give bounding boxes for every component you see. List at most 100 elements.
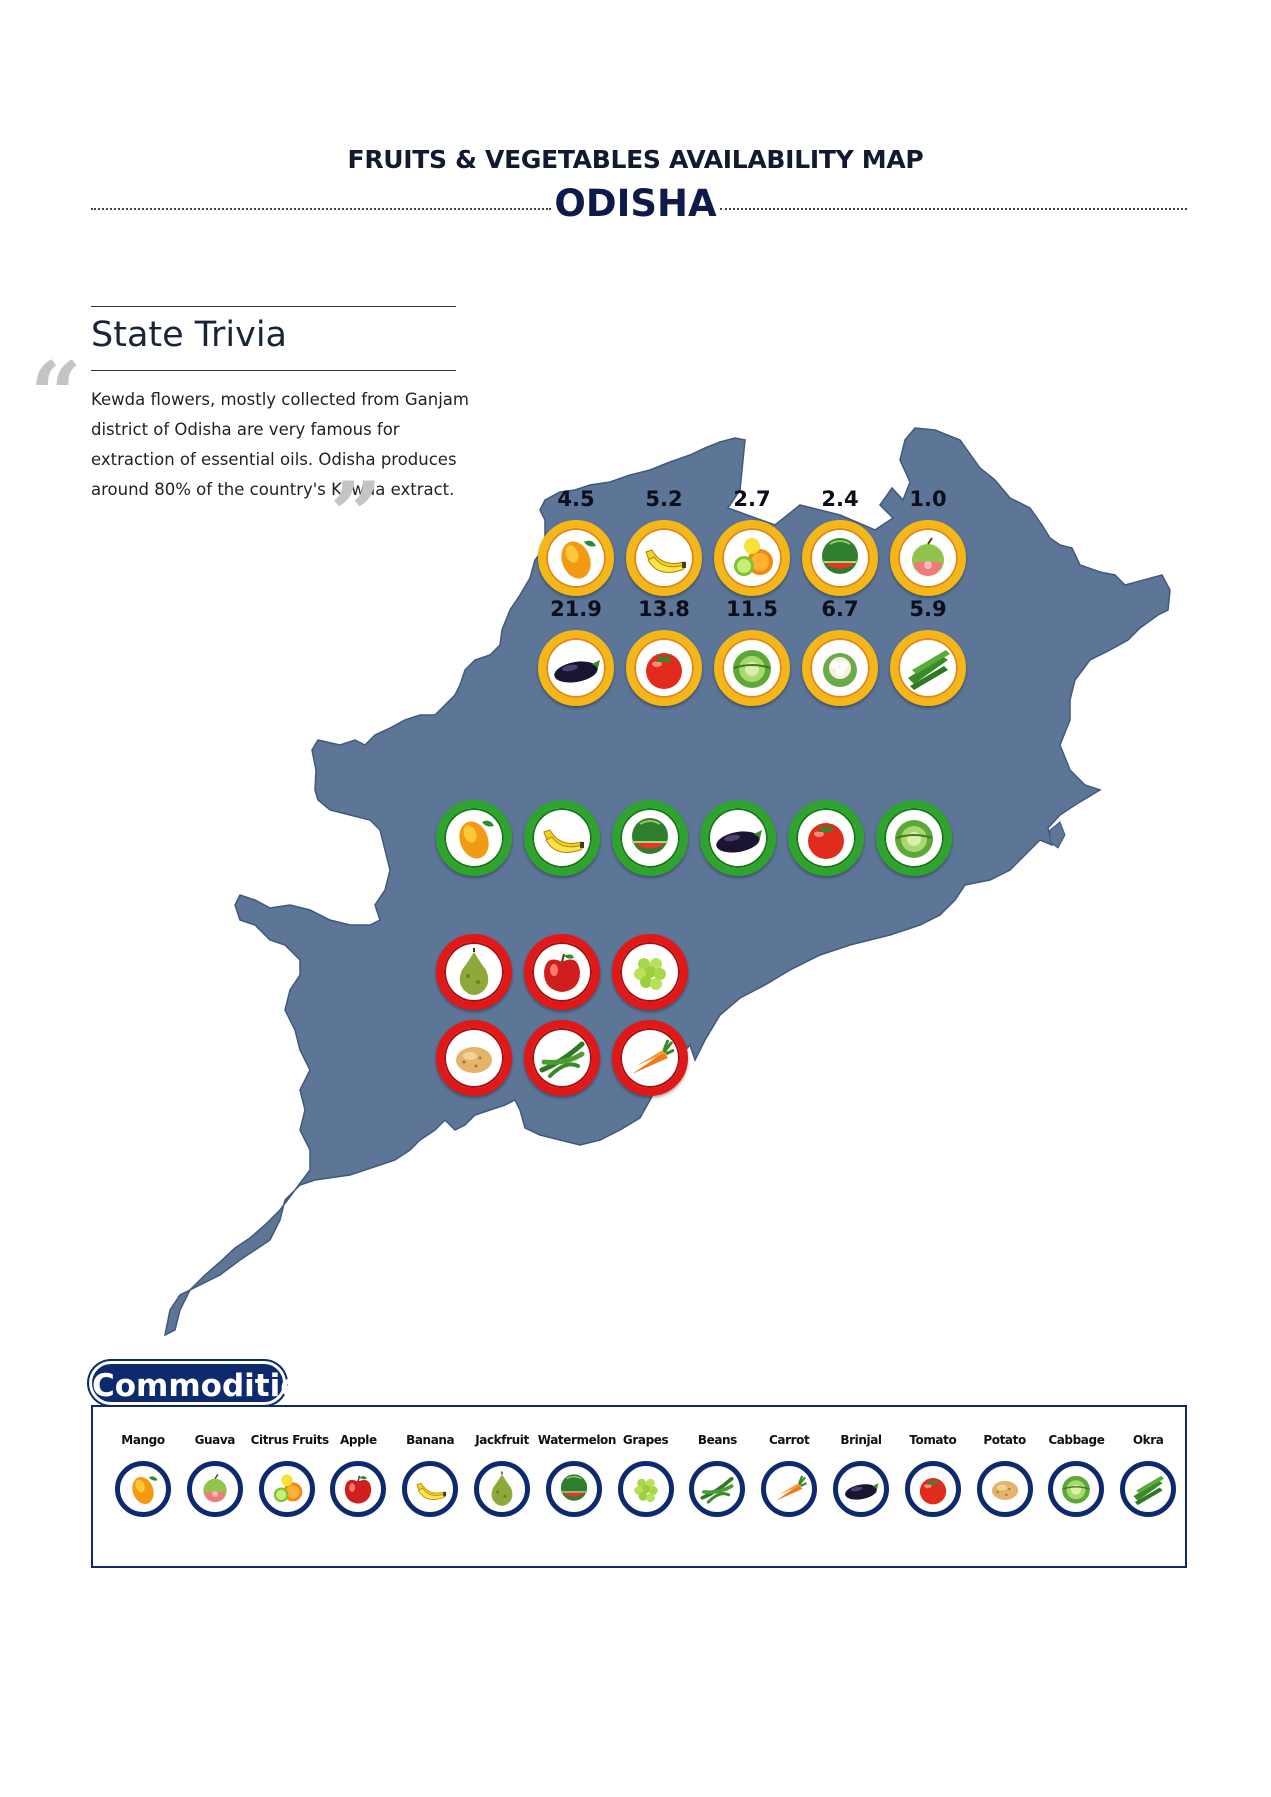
yellow-commodity-badge: [714, 520, 790, 596]
banana-icon: [543, 829, 584, 853]
commodity-icon-ring: [689, 1461, 746, 1517]
header-divider-right: [720, 208, 1187, 210]
citrus-fruits-icon: [734, 538, 773, 576]
watermelon-icon: [632, 818, 668, 854]
commodity-label: Potato: [983, 1433, 1026, 1447]
cabbage-icon: [895, 820, 933, 858]
guava-icon: [203, 1473, 227, 1503]
brinjal-icon: [845, 1483, 879, 1500]
beans-icon: [700, 1476, 734, 1504]
odisha-coastal-islet: [1049, 821, 1066, 849]
potato-icon: [991, 1480, 1018, 1500]
jackfruit-icon: [491, 1471, 513, 1506]
commodity-label: Cabbage: [1048, 1433, 1105, 1447]
commodity-icon-ring: [402, 1461, 459, 1517]
open-quote-icon: “: [30, 342, 82, 448]
cauliflower-icon: [823, 653, 857, 687]
commodity-legend-item: Mango: [107, 1433, 179, 1517]
green-commodity-badge: [876, 800, 952, 876]
apple-icon: [544, 953, 580, 992]
jackfruit-icon: [459, 948, 489, 995]
commodity-label: Beans: [697, 1433, 737, 1447]
commodity-label: Mango: [121, 1433, 165, 1447]
commodity-legend-item: Cabbage: [1040, 1433, 1112, 1517]
beans-icon: [539, 1041, 585, 1078]
commodity-legend-item: Guava: [179, 1433, 251, 1517]
commodity-legend-item: Jackfruit: [466, 1433, 538, 1517]
apple-icon: [345, 1475, 372, 1504]
commodity-legend-item: Okra: [1112, 1433, 1184, 1517]
grapes-icon: [634, 958, 666, 990]
cabbage-icon: [1062, 1475, 1091, 1504]
commodity-legend-item: Tomato: [897, 1433, 969, 1517]
red-commodity-badge: [524, 934, 600, 1010]
commodity-legend-item: Banana: [394, 1433, 466, 1517]
green-commodity-badge: [612, 800, 688, 876]
potato-icon: [456, 1047, 492, 1073]
green-commodity-badge: [436, 800, 512, 876]
commodity-legend-item: Beans: [681, 1433, 753, 1517]
green-commodity-badge: [700, 800, 776, 876]
carrot-icon: [632, 1039, 675, 1074]
commodity-label: Brinjal: [840, 1433, 882, 1447]
commodity-label: Guava: [194, 1433, 236, 1447]
trivia-text: Kewda flowers, mostly collected from Gan…: [91, 390, 469, 499]
red-commodity-badge: [436, 1020, 512, 1096]
commodity-legend-item: Grapes: [610, 1433, 682, 1517]
watermelon-icon: [560, 1474, 587, 1501]
commodity-legend-item: Watermelon: [537, 1433, 617, 1517]
red-commodity-badge: [612, 934, 688, 1010]
mango-icon: [132, 1476, 158, 1504]
okra-icon: [1133, 1475, 1165, 1506]
commodities-title: Commodities: [89, 1361, 320, 1405]
commodities-legend: Mango Guava Citrus Fruits Apple Banana Jackfr…: [91, 1405, 1187, 1568]
red-commodity-badge: [436, 934, 512, 1010]
mango-icon: [561, 540, 596, 579]
commodity-icon-ring: [330, 1461, 387, 1517]
citrus-fruits-icon: [273, 1474, 302, 1503]
commodity-label: Okra: [1132, 1433, 1164, 1447]
state-name: ODISHA: [554, 182, 717, 225]
yellow-commodity-badge: [626, 630, 702, 706]
commodity-icon-ring: [904, 1461, 961, 1517]
watermelon-icon: [822, 538, 858, 574]
yellow-commodity-badge: [890, 520, 966, 596]
production-value: 5.9: [909, 597, 947, 621]
commodity-icon-ring: [1048, 1461, 1105, 1517]
yellow-commodity-badge: [890, 630, 966, 706]
yellow-commodity-badge: [626, 520, 702, 596]
yellow-commodity-badge: [538, 520, 614, 596]
tomato-icon: [646, 653, 682, 689]
commodity-label: Carrot: [769, 1433, 810, 1447]
tomato-icon: [808, 823, 844, 859]
commodity-icon-ring: [761, 1461, 818, 1517]
carrot-icon: [776, 1475, 808, 1501]
cabbage-icon: [733, 650, 771, 688]
yellow-commodity-badge: [714, 630, 790, 706]
commodity-legend-item: Citrus Fruits: [251, 1433, 329, 1517]
production-value: 13.8: [638, 597, 690, 621]
production-value: 21.9: [550, 597, 602, 621]
commodity-label: Grapes: [622, 1433, 669, 1447]
trivia-heading: State Trivia: [91, 315, 288, 355]
commodity-legend-item: Carrot: [753, 1433, 825, 1517]
red-commodity-badge: [612, 1020, 688, 1096]
production-value: 11.5: [726, 597, 778, 621]
trivia-bottom-rule: [91, 370, 456, 371]
production-value: 6.7: [821, 597, 859, 621]
commodity-label: Watermelon: [537, 1433, 617, 1447]
commodity-icon-ring: [617, 1461, 674, 1517]
mango-icon: [459, 820, 494, 859]
commodity-legend-item: Apple: [322, 1433, 394, 1517]
brinjal-icon: [716, 830, 762, 853]
commodity-icon-ring: [115, 1461, 171, 1517]
production-value: 2.7: [733, 487, 771, 511]
production-value: 5.2: [645, 487, 683, 511]
commodity-label: Tomato: [909, 1433, 957, 1447]
banana-icon: [416, 1482, 447, 1500]
commodity-legend-item: Potato: [969, 1433, 1041, 1517]
grapes-icon: [633, 1478, 658, 1503]
commodity-icon-ring: [186, 1461, 243, 1517]
guava-icon: [912, 537, 944, 576]
